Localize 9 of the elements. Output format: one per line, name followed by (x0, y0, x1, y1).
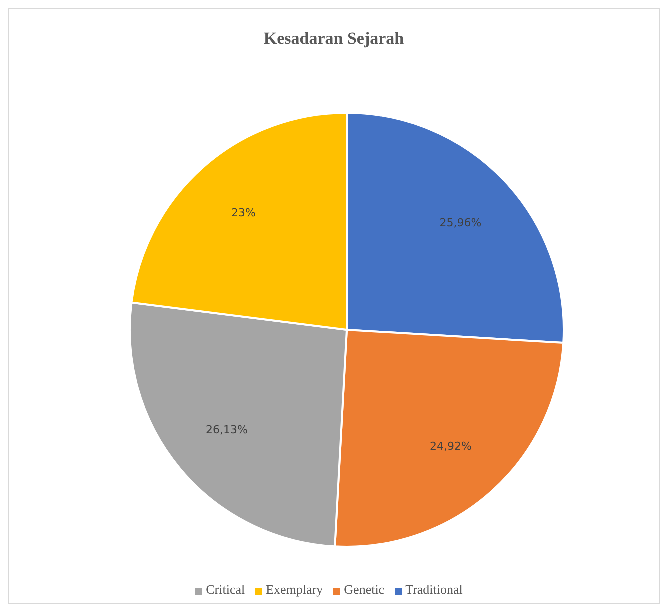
legend-label: Critical (206, 582, 246, 597)
legend-label: Traditional (406, 582, 463, 597)
legend-label: Exemplary (266, 582, 324, 597)
data-label: 26,13% (206, 424, 248, 437)
data-label: 23% (231, 206, 256, 220)
data-label: 25,96% (440, 216, 482, 230)
data-label: 24,92% (430, 440, 472, 454)
legend-label: Genetic (344, 582, 385, 597)
chart-title: Kesadaran Sejarah (262, 28, 406, 50)
